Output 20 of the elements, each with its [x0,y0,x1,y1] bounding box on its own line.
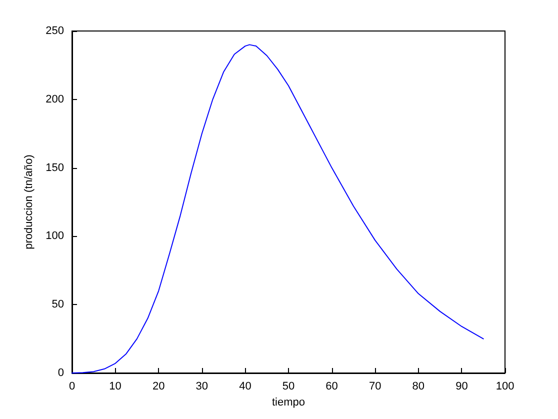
y-tick-label: 0 [58,367,64,379]
x-tick-label: 100 [496,380,514,392]
x-tick-label: 20 [152,380,165,392]
x-axis-title: tiempo [272,396,306,408]
x-tick-label: 90 [456,380,468,392]
y-axis-title: produccion (tn/año) [23,154,36,250]
y-tick-label: 100 [46,230,64,242]
x-tick-label: 30 [196,380,208,392]
line-series [72,44,484,374]
x-tick-label: 50 [282,380,295,392]
y-tick-label: 150 [46,162,64,174]
y-tick-label: 250 [46,25,64,37]
y-tick-label: 50 [52,298,64,311]
x-tick-label: 60 [326,380,338,392]
y-tick-label: 200 [46,93,64,106]
x-tick-label: 80 [412,380,425,392]
x-tick-label: 70 [368,380,382,392]
x-tick-label: 40 [239,380,252,392]
x-tick-label: 0 [68,380,76,392]
x-tick-label: 10 [109,380,122,392]
